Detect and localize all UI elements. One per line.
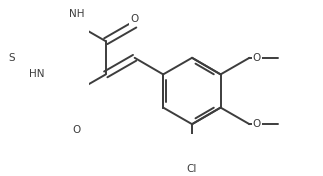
Text: S: S: [8, 53, 15, 63]
Text: O: O: [73, 125, 81, 135]
Text: NH: NH: [69, 9, 85, 19]
Text: Cl: Cl: [187, 164, 197, 174]
Text: HN: HN: [29, 69, 44, 79]
Text: O: O: [130, 14, 139, 24]
Text: O: O: [253, 53, 261, 63]
Text: O: O: [253, 119, 261, 129]
